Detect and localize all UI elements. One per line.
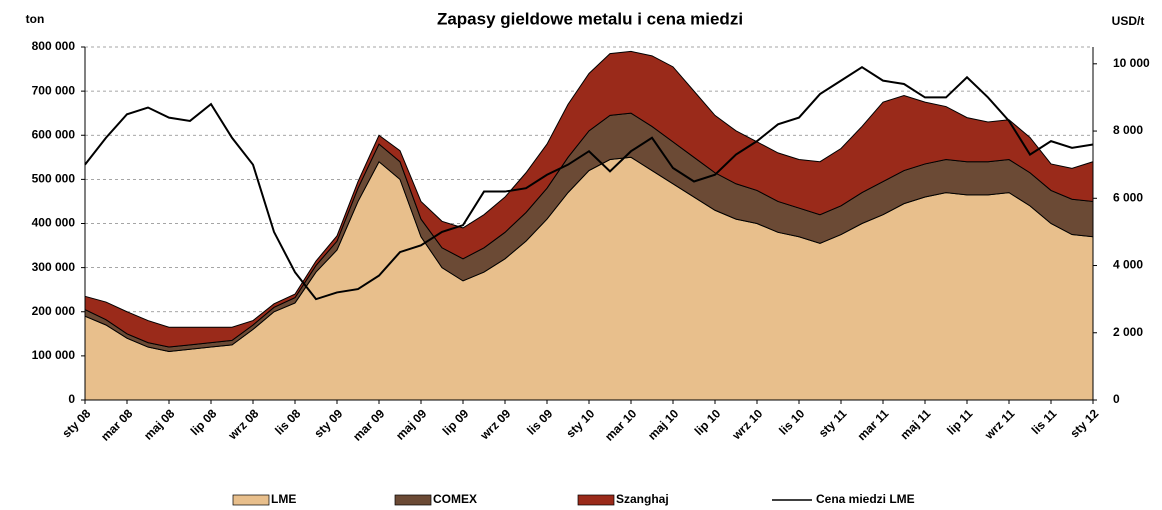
y2-tick-label: 8 000: [1113, 123, 1143, 137]
legend-swatch: [394, 494, 432, 506]
x-tick-label: lip 08: [188, 406, 220, 438]
y-tick-label: 800 000: [32, 39, 76, 53]
x-tick-label: wrz 08: [225, 406, 262, 443]
y2-tick-label: 0: [1113, 392, 1120, 406]
y-tick-label: 600 000: [32, 127, 76, 141]
x-tick-label: maj 08: [141, 406, 178, 443]
y2-axis-title: USD/t: [1112, 14, 1145, 28]
y2-tick-label: 6 000: [1113, 190, 1143, 204]
x-tick-label: mar 11: [855, 406, 892, 443]
y-tick-label: 500 000: [32, 172, 76, 186]
x-tick-label: sty 11: [816, 406, 850, 440]
legend-swatch: [232, 494, 270, 506]
x-tick-label: lip 09: [440, 406, 472, 438]
x-tick-label: wrz 11: [981, 406, 1017, 442]
y2-tick-label: 10 000: [1113, 56, 1150, 70]
x-tick-label: sty 08: [59, 406, 93, 440]
x-tick-label: lis 10: [776, 406, 807, 437]
x-tick-label: wrz 09: [477, 406, 514, 443]
x-tick-label: maj 11: [898, 406, 934, 442]
x-tick-label: lis 08: [272, 406, 303, 437]
y-tick-label: 100 000: [32, 348, 76, 362]
y-axis-title: ton: [26, 12, 45, 26]
y2-tick-label: 2 000: [1113, 325, 1143, 339]
line: [84, 65, 1094, 301]
y-tick-label: 400 000: [32, 216, 76, 230]
y-tick-label: 700 000: [32, 83, 76, 97]
x-tick-label: maj 10: [645, 406, 682, 443]
y-tick-label: 200 000: [32, 304, 76, 318]
x-tick-label: mar 09: [350, 406, 387, 443]
y-tick-label: 0: [68, 392, 75, 406]
chart-title: Zapasy gieldowe metalu i cena miedzi: [437, 9, 743, 28]
legend-label: Cena miedzi LME: [816, 492, 915, 506]
x-tick-label: sty 10: [563, 406, 597, 440]
x-tick-label: lip 10: [692, 406, 724, 438]
legend-label: LME: [271, 492, 296, 506]
x-tick-label: sty 12: [1067, 406, 1101, 440]
y2-tick-label: 4 000: [1113, 258, 1143, 272]
legend-label: COMEX: [433, 492, 477, 506]
y-tick-label: 300 000: [32, 260, 76, 274]
x-tick-label: mar 08: [98, 406, 135, 443]
legend-swatch: [577, 494, 615, 506]
x-tick-label: lis 09: [524, 406, 555, 437]
legend-label: Szanghaj: [616, 492, 669, 506]
x-tick-label: wrz 10: [729, 406, 766, 443]
x-tick-label: mar 10: [602, 406, 639, 443]
x-tick-label: maj 09: [393, 406, 430, 443]
x-tick-label: lip 11: [944, 406, 975, 437]
x-tick-label: lis 11: [1029, 406, 1060, 437]
x-tick-label: sty 09: [311, 406, 345, 440]
